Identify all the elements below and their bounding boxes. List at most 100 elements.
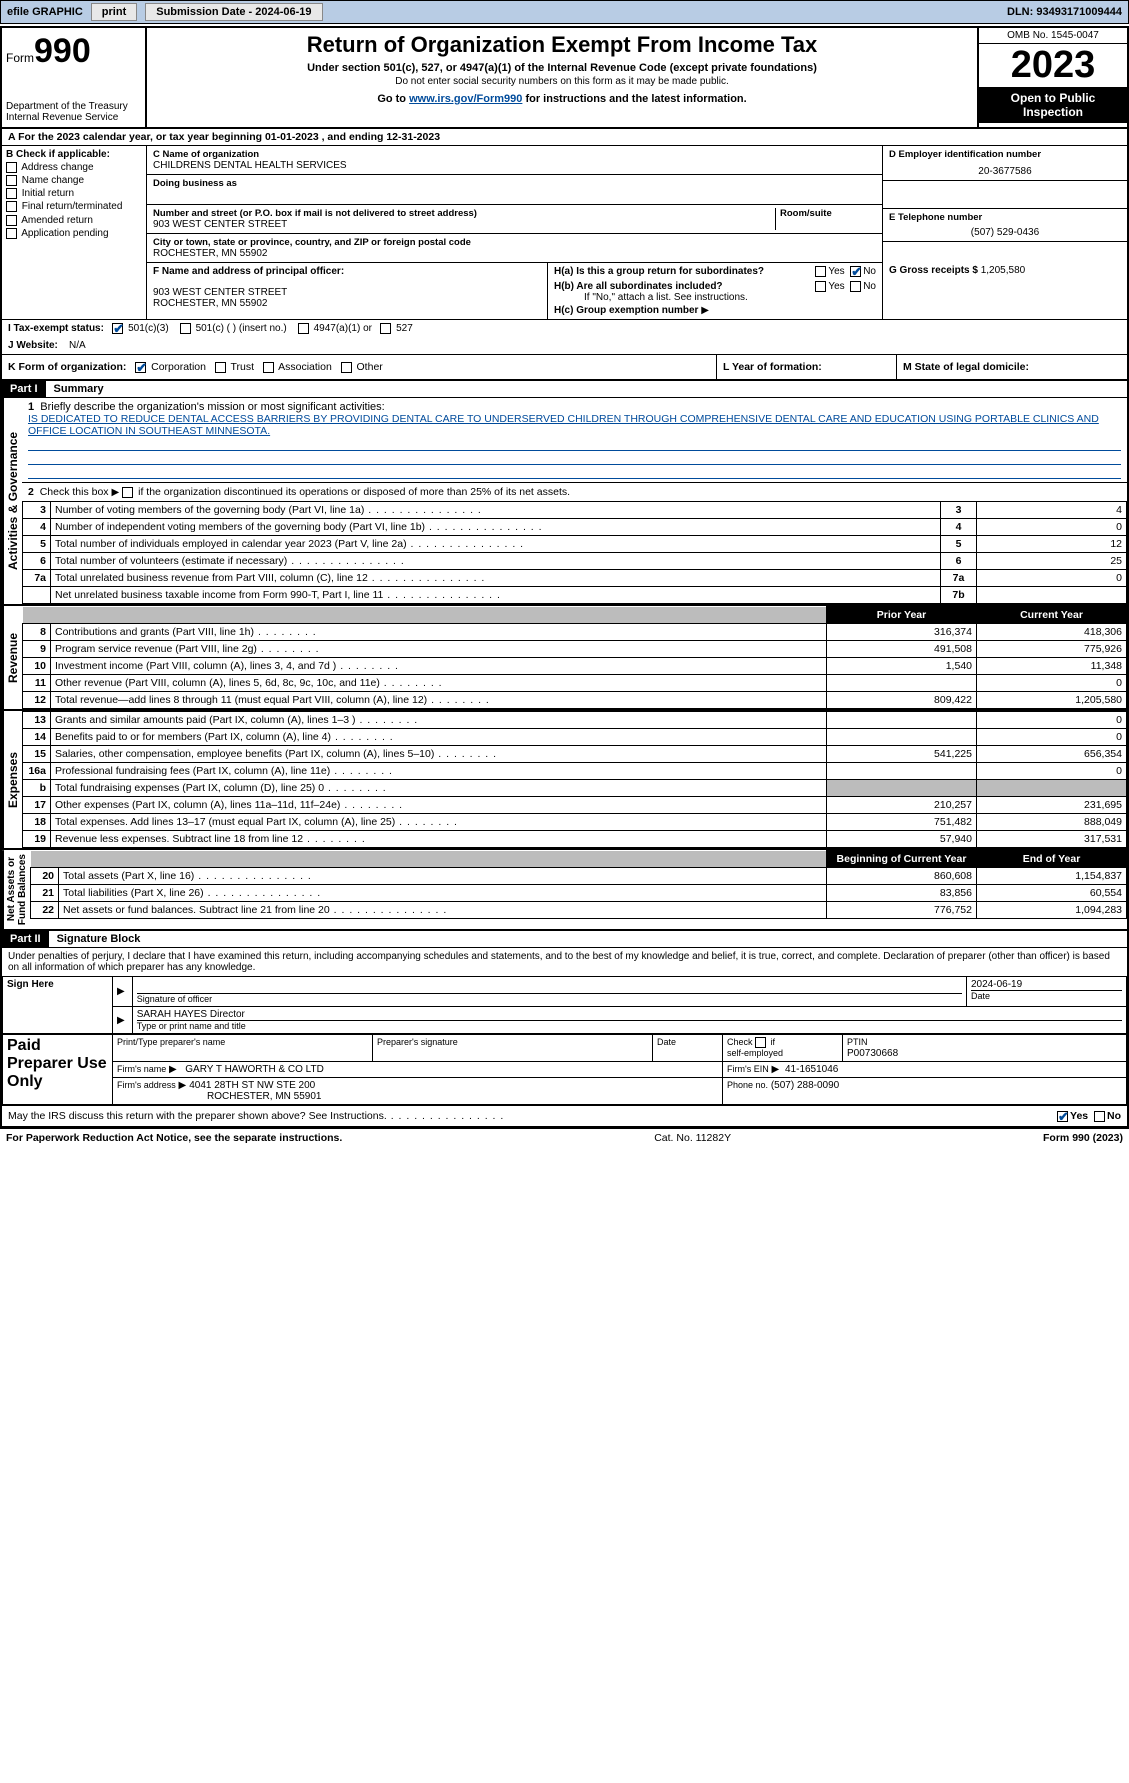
line1-label: Briefly describe the organization's miss… [40,401,384,413]
part-2-title: Signature Block [49,931,149,947]
gross-receipts-value: 1,205,580 [981,265,1026,276]
year-formation-label: L Year of formation: [723,361,822,373]
cb-address-change[interactable] [6,162,17,173]
self-employed-cell: Check ifself-employed [723,1035,843,1062]
row-a-tax-year: A For the 2023 calendar year, or tax yea… [2,129,1127,146]
ptin-label: PTIN [847,1037,868,1047]
street-value: 903 WEST CENTER STREET [153,219,771,230]
form-subtitle: Under section 501(c), 527, or 4947(a)(1)… [151,62,973,74]
sig-officer-label: Signature of officer [137,993,962,1004]
type-name-label: Type or print name and title [137,1020,1122,1031]
cb-501c3[interactable] [112,323,123,334]
cb-ha-no[interactable] [850,266,861,277]
net-assets-section: Net Assets or Fund Balances Beginning of… [2,848,1127,931]
inspect-line2: Inspection [983,105,1123,119]
form-header: Form990 Department of the Treasury Inter… [2,28,1127,129]
section-b-header: B Check if applicable: [6,149,142,160]
revenue-section: Revenue Prior YearCurrent Year8Contribut… [2,604,1127,709]
activities-governance-section: Activities & Governance 1 Briefly descri… [2,398,1127,604]
paid-preparer-label: Paid Preparer Use Only [3,1035,113,1105]
section-b: B Check if applicable: Address change Na… [2,146,147,319]
org-name: CHILDRENS DENTAL HEALTH SERVICES [153,160,876,171]
form-title: Return of Organization Exempt From Incom… [151,32,973,58]
cb-association[interactable] [263,362,274,373]
footer-right: Form 990 (2023) [1043,1132,1123,1144]
dln-label: DLN: 93493171009444 [1007,6,1122,18]
footer-mid: Cat. No. 11282Y [654,1132,731,1144]
part-2-badge: Part II [2,931,49,947]
section-f-label: F Name and address of principal officer: [153,266,541,277]
phone-value: (507) 529-0436 [889,227,1121,238]
firm-phone-label: Phone no. [727,1080,768,1090]
firm-phone-value: (507) 288-0090 [771,1080,839,1091]
row-k: K Form of organization: Corporation Trus… [2,355,1127,381]
gross-receipts-label: G Gross receipts $ [889,265,978,276]
section-b-to-h: B Check if applicable: Address change Na… [2,146,1127,320]
cb-application-pending[interactable] [6,228,17,239]
cb-discuss-no[interactable] [1094,1111,1105,1122]
part-1-badge: Part I [2,381,46,397]
side-label-net-assets: Net Assets or Fund Balances [2,850,30,929]
print-button[interactable]: print [91,3,137,21]
top-toolbar: efile GRAPHIC print Submission Date - 20… [0,0,1129,24]
officer-addr1: 903 WEST CENTER STREET [153,287,541,298]
goto-pre: Go to [377,93,409,105]
side-label-revenue: Revenue [2,606,22,709]
sign-here-table: Sign Here Signature of officer 2024-06-1… [2,976,1127,1034]
print-preparer-label: Print/Type preparer's name [117,1037,225,1047]
cb-initial-return[interactable] [6,188,17,199]
irs-link[interactable]: www.irs.gov/Form990 [409,93,522,105]
cb-discontinued[interactable] [122,487,133,498]
form-word: Form [6,51,34,65]
cb-hb-no[interactable] [850,281,861,292]
hb-note: If "No," attach a list. See instructions… [584,292,876,303]
date-label: Date [971,990,1122,1001]
firm-addr-label: Firm's address [117,1080,176,1090]
firm-name-value: GARY T HAWORTH & CO LTD [185,1064,324,1075]
mission-text: IS DEDICATED TO REDUCE DENTAL ACCESS BAR… [28,413,1121,437]
part-1-header-row: Part I Summary [2,381,1127,398]
section-i-label: I Tax-exempt status: [8,323,104,334]
goto-post: for instructions and the latest informat… [522,93,746,105]
side-label-ag: Activities & Governance [2,398,22,604]
dept-treasury: Department of the Treasury [6,101,141,112]
net-assets-table: Beginning of Current YearEnd of Year20To… [30,850,1127,919]
section-j-label: J Website: [8,340,58,351]
paid-preparer-table: Paid Preparer Use Only Print/Type prepar… [2,1034,1127,1105]
expenses-table: 13Grants and similar amounts paid (Part … [22,711,1127,848]
cb-hb-yes[interactable] [815,281,826,292]
cb-4947[interactable] [298,323,309,334]
cb-final-return[interactable] [6,201,17,212]
room-label: Room/suite [780,208,876,219]
cb-discuss-yes[interactable] [1057,1111,1068,1122]
preparer-sig-label: Preparer's signature [377,1037,458,1047]
cb-trust[interactable] [215,362,226,373]
cb-amended-return[interactable] [6,215,17,226]
cb-501c[interactable] [180,323,191,334]
expenses-section: Expenses 13Grants and similar amounts pa… [2,709,1127,848]
cb-name-change[interactable] [6,175,17,186]
sig-date-value: 2024-06-19 [971,979,1122,990]
row-k-label: K Form of organization: [8,361,126,373]
state-domicile-label: M State of legal domicile: [903,361,1029,373]
ag-table: 3Number of voting members of the governi… [22,501,1127,604]
ein-label: D Employer identification number [889,149,1121,160]
street-label: Number and street (or P.O. box if mail i… [153,208,771,219]
city-value: ROCHESTER, MN 55902 [153,248,876,259]
declaration-text: Under penalties of perjury, I declare th… [2,948,1127,976]
cb-other[interactable] [341,362,352,373]
tax-year: 2023 [979,44,1127,87]
cb-self-employed[interactable] [755,1037,766,1048]
cb-ha-yes[interactable] [815,266,826,277]
part-1-title: Summary [46,381,112,397]
efile-label: efile GRAPHIC [7,6,83,18]
dept-irs: Internal Revenue Service [6,112,141,123]
cb-corporation[interactable] [135,362,146,373]
form-990: Form990 Department of the Treasury Inter… [0,26,1129,1128]
sign-here-label: Sign Here [3,977,113,1034]
hb-label: H(b) Are all subordinates included? [554,281,723,292]
org-name-label: C Name of organization [153,149,876,160]
firm-ein-label: Firm's EIN [727,1064,769,1074]
submission-date-button[interactable]: Submission Date - 2024-06-19 [145,3,322,21]
cb-527[interactable] [380,323,391,334]
